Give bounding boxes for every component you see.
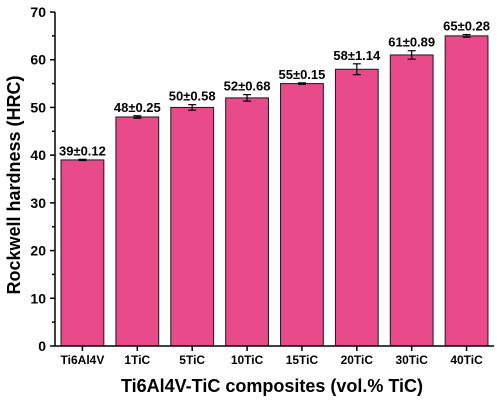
x-tick-label-3: 5TiC <box>179 353 205 367</box>
y-tick-label-3: 20 <box>30 243 46 259</box>
error-bars-layer <box>78 33 471 162</box>
x-tick-label-8: 40TiC <box>450 353 483 367</box>
bar-1 <box>60 159 105 347</box>
bar-6 <box>334 68 379 347</box>
axes-layer: Ti6Al4V 1TiC 5TiC 10TiC 15TiC 20TiC 30TiC 40TiC… <box>30 4 494 367</box>
data-label-8: 65±0.28 <box>443 19 490 34</box>
x-tick-label-5: 15TiC <box>286 353 319 367</box>
bar-7 <box>389 54 434 347</box>
y-tick-label-7: 60 <box>30 52 46 68</box>
x-axis-title: Ti6Al4V-TiC composites (vol.% TiC) <box>121 376 423 396</box>
bar-8 <box>444 35 489 347</box>
data-label-5: 55±0.15 <box>278 67 325 82</box>
data-label-6: 58±1.14 <box>333 48 381 63</box>
y-axis-title: Rockwell hardness (HRC) <box>4 75 24 294</box>
bar-3 <box>170 106 215 347</box>
y-tick-label-1: 0 <box>38 338 46 354</box>
x-tick-label-1: Ti6Al4V <box>61 353 105 367</box>
x-tick-label-7: 30TiC <box>395 353 428 367</box>
bar-4 <box>225 97 269 347</box>
y-tick-label-4: 30 <box>30 195 46 211</box>
data-labels-layer: 39±0.12 48±0.25 50±0.58 52±0.68 55±0.15 58±1.… <box>59 19 490 159</box>
bars-layer <box>60 35 489 347</box>
bar-5 <box>280 83 324 347</box>
data-label-2: 48±0.25 <box>114 100 161 115</box>
x-tick-label-2: 1TiC <box>124 353 150 367</box>
data-label-1: 39±0.12 <box>59 143 106 158</box>
data-label-3: 50±0.58 <box>169 89 216 104</box>
data-label-7: 61±0.89 <box>388 35 435 50</box>
x-tick-label-6: 20TiC <box>341 353 374 367</box>
y-tick-label-5: 40 <box>30 147 46 163</box>
y-tick-label-6: 50 <box>30 99 46 115</box>
y-tick-label-2: 10 <box>30 290 46 306</box>
x-tick-label-4: 10TiC <box>231 353 264 367</box>
data-label-4: 52±0.68 <box>224 79 271 94</box>
bar-2 <box>115 116 160 347</box>
y-tick-label-8: 70 <box>30 4 46 20</box>
